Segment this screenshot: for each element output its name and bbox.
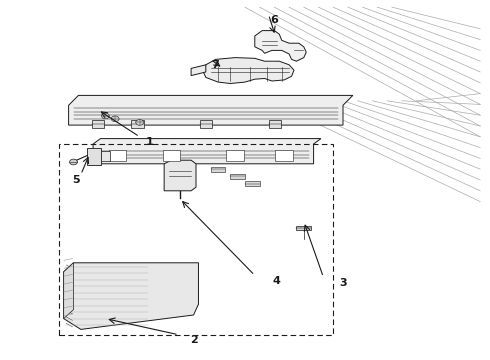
Polygon shape bbox=[203, 58, 294, 84]
Polygon shape bbox=[64, 263, 74, 319]
Bar bbox=[211, 167, 225, 172]
Bar bbox=[163, 150, 180, 161]
Text: 1: 1 bbox=[146, 137, 153, 147]
Text: 6: 6 bbox=[270, 15, 278, 25]
Bar bbox=[226, 150, 244, 161]
Bar bbox=[269, 120, 281, 128]
Circle shape bbox=[111, 116, 119, 122]
Bar bbox=[131, 120, 144, 128]
Bar bbox=[109, 150, 126, 161]
Bar bbox=[275, 150, 293, 161]
Polygon shape bbox=[164, 160, 196, 191]
Text: 7: 7 bbox=[212, 60, 220, 70]
Polygon shape bbox=[255, 31, 306, 61]
Bar bbox=[59, 144, 333, 335]
Polygon shape bbox=[93, 139, 321, 164]
Text: 4: 4 bbox=[273, 276, 281, 286]
Polygon shape bbox=[69, 95, 353, 125]
Bar bbox=[87, 148, 101, 165]
Bar bbox=[92, 120, 104, 128]
Bar bbox=[245, 181, 260, 186]
Circle shape bbox=[70, 159, 77, 165]
Text: 5: 5 bbox=[72, 175, 80, 185]
Bar bbox=[230, 174, 245, 179]
Text: 2: 2 bbox=[190, 335, 197, 345]
Polygon shape bbox=[191, 65, 206, 76]
Bar bbox=[200, 120, 212, 128]
Circle shape bbox=[101, 113, 109, 119]
Bar bbox=[101, 151, 110, 161]
Circle shape bbox=[136, 120, 144, 125]
Text: 3: 3 bbox=[339, 278, 347, 288]
Polygon shape bbox=[64, 263, 198, 329]
Bar bbox=[296, 226, 311, 230]
